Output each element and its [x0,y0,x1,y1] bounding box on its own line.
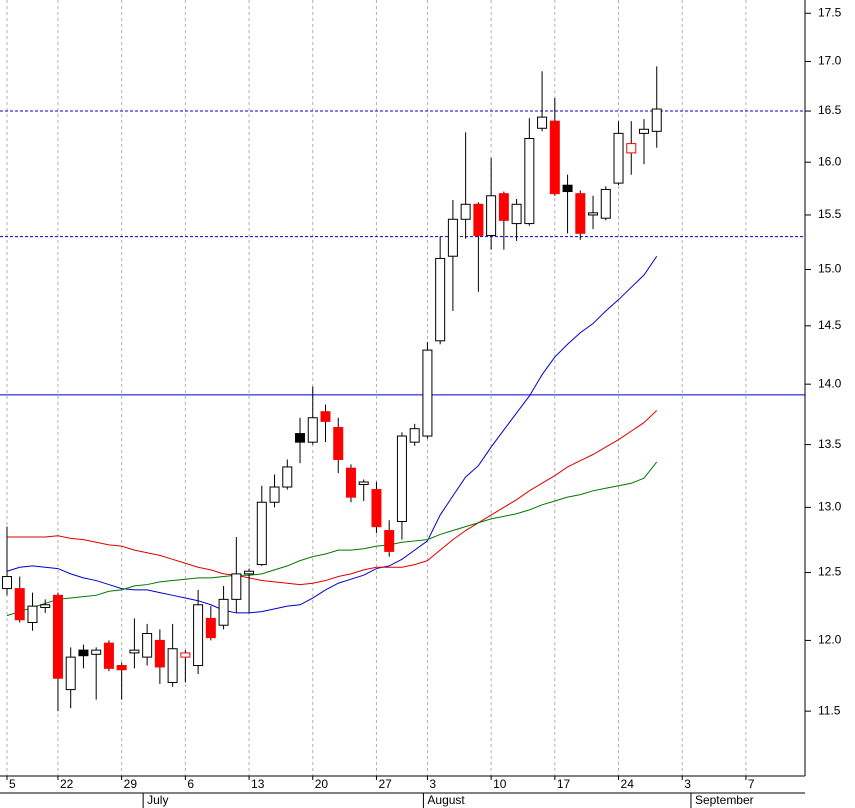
y-tick-label: 15.0 [818,262,842,276]
candle-body [244,570,255,575]
x-tick-label: 6 [187,777,194,791]
candle-body [447,218,458,257]
candle-body [65,656,76,691]
candle-body [205,617,216,639]
candle-body [129,649,140,654]
moving-average-line [6,255,658,614]
candle-body [422,349,433,437]
candle-body [524,137,535,225]
month-label: September [695,793,754,807]
candle-body [651,108,662,132]
candle-body [320,411,331,422]
x-tick-label: 3 [429,777,436,791]
candle-body [486,195,497,236]
candle-body [193,604,204,667]
candle-body [600,188,611,219]
y-tick-label: 14.5 [818,318,842,332]
candle-body [231,573,242,600]
candle-body [371,489,382,528]
candle-body [180,652,191,658]
x-tick-label: 20 [315,777,329,791]
y-tick-label: 16.5 [818,103,842,117]
month-label: August [427,793,465,807]
candle-body [27,605,38,623]
y-tick-label: 12.0 [818,633,842,647]
candle-body [588,212,599,216]
y-tick-label: 16.0 [818,154,842,168]
candle-body [307,417,318,443]
x-tick-label: 5 [9,777,16,791]
candle-body [613,132,624,184]
candle-body [626,143,637,154]
month-label: July [147,793,168,807]
candle-body [345,467,356,498]
candle-body [218,598,229,626]
candle-body [498,193,509,221]
y-tick-label: 13.5 [818,437,842,451]
candle-body [269,486,280,503]
y-tick-label: 14.0 [818,376,842,390]
candle-body [575,193,586,234]
x-tick-label: 27 [378,777,392,791]
candle-body [256,501,267,566]
y-tick-label: 12.5 [818,565,842,579]
candle-body [295,433,306,443]
candle-body [549,120,560,195]
candle-body [2,576,12,590]
moving-average-line [6,461,658,617]
x-tick-label: 10 [493,777,507,791]
x-tick-label: 7 [748,777,755,791]
x-tick-label: 17 [557,777,571,791]
moving-average-line [7,410,658,586]
candle-body [358,481,369,485]
candle-body [435,257,446,342]
y-tick-label: 17.5 [818,5,842,19]
candle-body [91,649,102,655]
candle-body [409,428,420,443]
x-tick-label: 22 [60,777,74,791]
candle-body [52,594,63,679]
candle-body [103,642,114,669]
candle-body [562,184,573,193]
candle-body [167,648,178,683]
candle-body [14,588,25,621]
y-tick-label: 11.5 [818,703,841,717]
x-tick-label: 13 [251,777,265,791]
candle-body [78,649,89,657]
candle-body [154,639,165,668]
candle-body [396,435,407,522]
candle-body [282,466,293,488]
candle-body [473,203,484,236]
x-tick-label: 29 [124,777,138,791]
candle-body [384,530,395,552]
x-tick-label: 3 [684,777,691,791]
candle-body [40,604,51,608]
candle-body [537,116,548,129]
candle-body [511,203,522,225]
candle-body [460,203,471,220]
y-tick-label: 15.5 [818,207,842,221]
candle-body [116,665,127,671]
y-tick-label: 17.0 [818,54,842,68]
y-tick-label: 13.0 [818,500,842,514]
candle-body [333,426,344,460]
candle-body [142,632,153,658]
candle-body [639,128,649,134]
x-tick-label: 24 [621,777,635,791]
